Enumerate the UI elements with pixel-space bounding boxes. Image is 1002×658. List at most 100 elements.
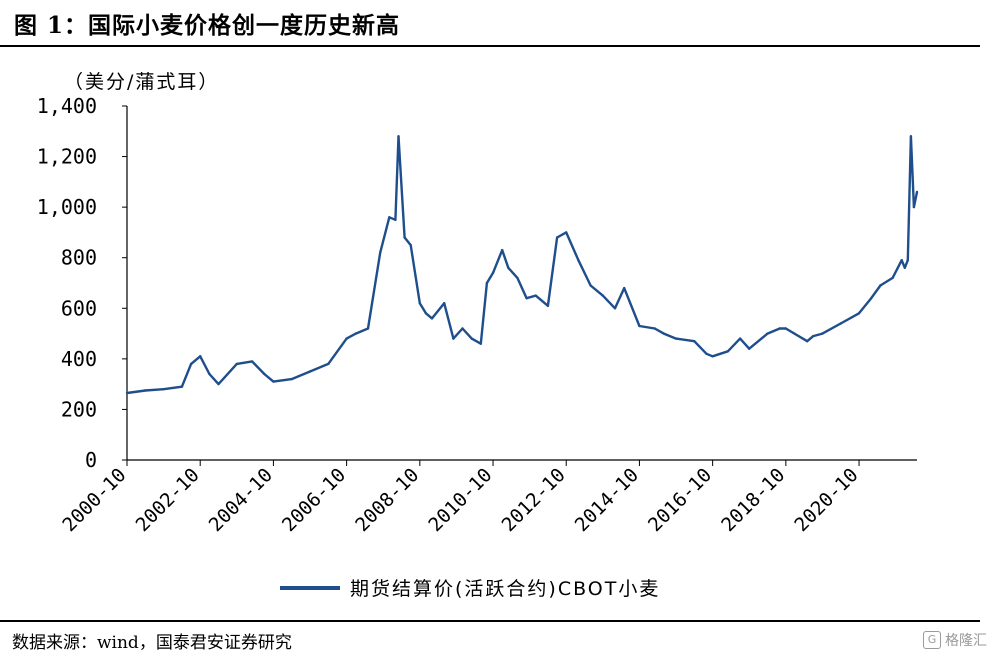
- x-tick-label: 2002-10: [132, 464, 204, 536]
- x-tick-label: 2012-10: [498, 464, 570, 536]
- data-point: [327, 362, 330, 366]
- data-point: [272, 380, 275, 383]
- data-point: [208, 372, 211, 376]
- data-point: [565, 231, 568, 234]
- series-line-cbot-wheat: [126, 135, 919, 395]
- data-point: [589, 284, 592, 287]
- data-point: [784, 327, 787, 330]
- data-point: [525, 297, 528, 300]
- x-tick-label: 2008-10: [351, 464, 423, 536]
- data-point: [443, 302, 446, 305]
- data-point: [199, 355, 202, 358]
- x-tick-label: 2010-10: [424, 464, 496, 536]
- x-tick-label: 2004-10: [205, 464, 277, 536]
- data-point: [903, 266, 906, 269]
- y-tick-label: 0: [85, 448, 97, 472]
- data-point: [379, 251, 382, 254]
- data-point: [546, 304, 550, 307]
- data-point: [766, 332, 769, 335]
- data-point: [693, 340, 696, 343]
- data-point: [354, 332, 357, 335]
- logo-icon: G: [923, 631, 941, 649]
- data-point: [857, 312, 861, 315]
- watermark: G 格隆汇: [923, 630, 987, 650]
- data-point: [418, 302, 421, 305]
- top-rule: [0, 45, 980, 47]
- data-point: [601, 294, 604, 297]
- data-point: [726, 350, 730, 353]
- legend-label: 期货结算价(活跃合约)CBOT小麦: [350, 578, 661, 600]
- data-point: [891, 276, 894, 280]
- y-tick-label: 1,400: [37, 94, 97, 118]
- data-point: [366, 327, 370, 330]
- data-point: [479, 342, 482, 345]
- data-point: [452, 337, 455, 340]
- data-point: [507, 266, 510, 269]
- data-point: [290, 377, 293, 381]
- x-tick-label: 2014-10: [571, 464, 643, 536]
- data-point: [870, 297, 873, 300]
- data-point: [806, 340, 809, 343]
- data-point: [235, 362, 238, 366]
- data-point: [748, 347, 751, 350]
- x-tick-label: 2018-10: [717, 464, 789, 536]
- data-point: [409, 243, 412, 247]
- data-point: [653, 327, 656, 330]
- y-tick-label: 200: [61, 397, 97, 421]
- data-point: [424, 312, 428, 315]
- y-tick-label: 1,200: [37, 145, 97, 169]
- data-point: [394, 218, 397, 221]
- data-point: [705, 352, 708, 355]
- data-point: [125, 391, 129, 395]
- data-point: [623, 286, 626, 290]
- data-point: [912, 205, 916, 209]
- legend-swatch: [280, 585, 340, 590]
- data-point: [403, 236, 406, 239]
- bottom-rule: [0, 620, 980, 622]
- y-tick-label: 1,000: [37, 195, 97, 219]
- data-point: [674, 337, 678, 340]
- y-axis-unit-label: （美分/蒲式耳）: [64, 71, 220, 93]
- data-point: [915, 190, 919, 194]
- data-point: [711, 355, 714, 358]
- data-point: [217, 382, 220, 386]
- data-point: [397, 135, 400, 138]
- data-point: [470, 337, 473, 340]
- chart-axes: [126, 106, 917, 461]
- data-point: [839, 322, 842, 325]
- x-tick-label: 2016-10: [644, 464, 716, 536]
- data-point: [613, 307, 617, 310]
- data-point: [180, 385, 184, 388]
- data-point: [388, 216, 391, 219]
- y-tick-label: 400: [61, 347, 97, 371]
- watermark-text: 格隆汇: [945, 633, 987, 649]
- data-point: [738, 337, 742, 340]
- data-point: [821, 332, 824, 335]
- data-point: [812, 334, 815, 338]
- data-point: [430, 317, 434, 320]
- data-point: [345, 337, 348, 340]
- data-point: [485, 281, 489, 285]
- figure-title: 图 1：国际小麦价格创一度历史新高: [14, 12, 401, 39]
- data-point: [909, 135, 913, 138]
- line-chart: 0 200 400 600 800 1,000 1,200 1,400 2000-10 2002-…: [37, 94, 919, 536]
- y-tick-label: 800: [61, 246, 97, 270]
- x-tick-label: 2020-10: [790, 464, 862, 536]
- data-point: [250, 360, 254, 363]
- chart-ticks: 0 200 400 600 800 1,000 1,200 1,400 2000-10 2002-…: [37, 94, 863, 536]
- data-point: [638, 324, 641, 328]
- data-point: [555, 236, 559, 239]
- data-point: [501, 248, 504, 252]
- data-point: [577, 259, 580, 262]
- x-tick-label: 2000-10: [58, 464, 130, 536]
- data-point: [534, 294, 537, 297]
- data-point: [516, 276, 519, 280]
- data-point: [461, 327, 464, 330]
- data-point: [144, 389, 147, 392]
- x-tick-label: 2006-10: [278, 464, 350, 536]
- data-point: [491, 271, 495, 275]
- data-point: [662, 332, 665, 335]
- data-point: [778, 327, 781, 330]
- data-point: [900, 259, 903, 262]
- data-point: [879, 284, 882, 287]
